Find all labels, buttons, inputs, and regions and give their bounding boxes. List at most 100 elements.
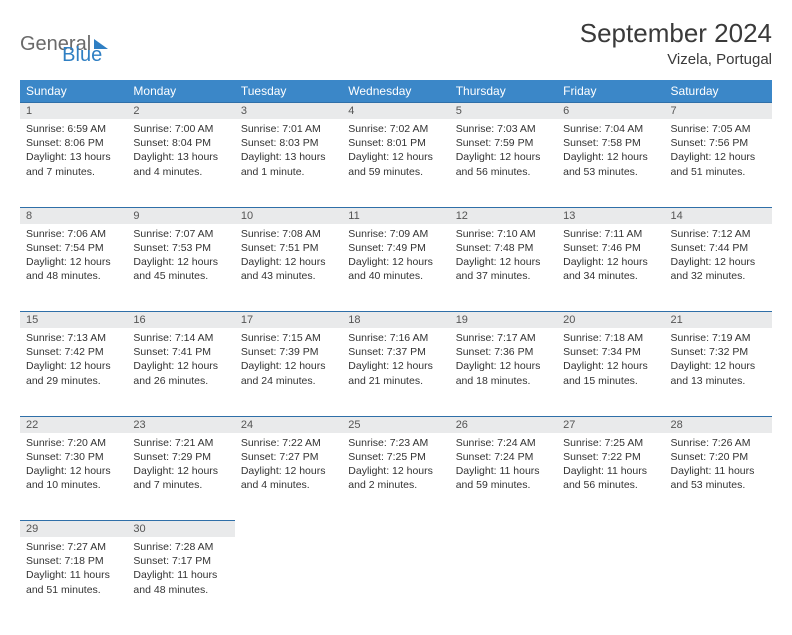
day-cell: Sunrise: 7:05 AMSunset: 7:56 PMDaylight:… <box>665 119 772 207</box>
day-number: 18 <box>348 314 360 326</box>
day-cell: Sunrise: 7:20 AMSunset: 7:30 PMDaylight:… <box>20 433 127 521</box>
day-content: Sunrise: 7:19 AMSunset: 7:32 PMDaylight:… <box>665 328 772 392</box>
day-content: Sunrise: 7:22 AMSunset: 7:27 PMDaylight:… <box>235 433 342 497</box>
day-number: 22 <box>26 419 38 431</box>
sunrise-text: Sunrise: 7:08 AM <box>241 227 336 241</box>
day-number: 9 <box>133 210 139 222</box>
day-number: 3 <box>241 105 247 117</box>
daylight-text: Daylight: 12 hours and 37 minutes. <box>456 255 551 283</box>
day-cell: Sunrise: 7:23 AMSunset: 7:25 PMDaylight:… <box>342 433 449 521</box>
weekday-header: Monday <box>127 80 234 103</box>
day-content <box>557 537 664 544</box>
day-cell: Sunrise: 7:21 AMSunset: 7:29 PMDaylight:… <box>127 433 234 521</box>
day-number-cell: 13 <box>557 207 664 224</box>
day-cell: Sunrise: 7:26 AMSunset: 7:20 PMDaylight:… <box>665 433 772 521</box>
daylight-text: Daylight: 12 hours and 21 minutes. <box>348 359 443 387</box>
sunset-text: Sunset: 7:27 PM <box>241 450 336 464</box>
day-number-cell: 2 <box>127 103 234 120</box>
sunset-text: Sunset: 7:46 PM <box>563 241 658 255</box>
sunrise-text: Sunrise: 7:20 AM <box>26 436 121 450</box>
sunrise-text: Sunrise: 7:12 AM <box>671 227 766 241</box>
daylight-text: Daylight: 11 hours and 51 minutes. <box>26 568 121 596</box>
sunset-text: Sunset: 7:53 PM <box>133 241 228 255</box>
day-cell: Sunrise: 7:04 AMSunset: 7:58 PMDaylight:… <box>557 119 664 207</box>
day-number-cell: 26 <box>450 416 557 433</box>
day-cell: Sunrise: 7:08 AMSunset: 7:51 PMDaylight:… <box>235 224 342 312</box>
day-content: Sunrise: 7:05 AMSunset: 7:56 PMDaylight:… <box>665 119 772 183</box>
sunrise-text: Sunrise: 7:18 AM <box>563 331 658 345</box>
day-cell: Sunrise: 7:03 AMSunset: 7:59 PMDaylight:… <box>450 119 557 207</box>
day-number-cell <box>665 521 772 538</box>
day-cell: Sunrise: 7:09 AMSunset: 7:49 PMDaylight:… <box>342 224 449 312</box>
weekday-header: Wednesday <box>342 80 449 103</box>
day-number: 6 <box>563 105 569 117</box>
daylight-text: Daylight: 11 hours and 56 minutes. <box>563 464 658 492</box>
sunrise-text: Sunrise: 7:04 AM <box>563 122 658 136</box>
day-number-row: 29 30 <box>20 521 772 538</box>
sunset-text: Sunset: 7:39 PM <box>241 345 336 359</box>
day-number-cell: 12 <box>450 207 557 224</box>
day-cell: Sunrise: 7:15 AMSunset: 7:39 PMDaylight:… <box>235 328 342 416</box>
day-number: 19 <box>456 314 468 326</box>
day-cell: Sunrise: 7:14 AMSunset: 7:41 PMDaylight:… <box>127 328 234 416</box>
day-number-cell: 3 <box>235 103 342 120</box>
day-number: 21 <box>671 314 683 326</box>
day-number-cell: 27 <box>557 416 664 433</box>
day-cell: Sunrise: 7:07 AMSunset: 7:53 PMDaylight:… <box>127 224 234 312</box>
day-content: Sunrise: 7:17 AMSunset: 7:36 PMDaylight:… <box>450 328 557 392</box>
day-number-cell: 29 <box>20 521 127 538</box>
day-number-cell: 24 <box>235 416 342 433</box>
sunrise-text: Sunrise: 7:11 AM <box>563 227 658 241</box>
daylight-text: Daylight: 12 hours and 18 minutes. <box>456 359 551 387</box>
week-row: Sunrise: 6:59 AMSunset: 8:06 PMDaylight:… <box>20 119 772 207</box>
daylight-text: Daylight: 12 hours and 2 minutes. <box>348 464 443 492</box>
weekday-header: Sunday <box>20 80 127 103</box>
day-number-cell: 30 <box>127 521 234 538</box>
daylight-text: Daylight: 13 hours and 4 minutes. <box>133 150 228 178</box>
daylight-text: Daylight: 12 hours and 48 minutes. <box>26 255 121 283</box>
daylight-text: Daylight: 13 hours and 7 minutes. <box>26 150 121 178</box>
day-number: 27 <box>563 419 575 431</box>
logo: General Blue <box>20 18 102 67</box>
sunset-text: Sunset: 7:54 PM <box>26 241 121 255</box>
day-content: Sunrise: 7:00 AMSunset: 8:04 PMDaylight:… <box>127 119 234 183</box>
day-number-cell: 21 <box>665 312 772 329</box>
sunrise-text: Sunrise: 7:06 AM <box>26 227 121 241</box>
sunrise-text: Sunrise: 7:09 AM <box>348 227 443 241</box>
sunset-text: Sunset: 7:41 PM <box>133 345 228 359</box>
day-cell: Sunrise: 7:17 AMSunset: 7:36 PMDaylight:… <box>450 328 557 416</box>
sunset-text: Sunset: 7:59 PM <box>456 136 551 150</box>
sunset-text: Sunset: 8:01 PM <box>348 136 443 150</box>
day-number-cell: 11 <box>342 207 449 224</box>
day-number: 16 <box>133 314 145 326</box>
sunrise-text: Sunrise: 7:10 AM <box>456 227 551 241</box>
day-cell: Sunrise: 7:16 AMSunset: 7:37 PMDaylight:… <box>342 328 449 416</box>
day-number-cell: 19 <box>450 312 557 329</box>
day-cell: Sunrise: 7:02 AMSunset: 8:01 PMDaylight:… <box>342 119 449 207</box>
sunrise-text: Sunrise: 7:17 AM <box>456 331 551 345</box>
day-number-cell: 10 <box>235 207 342 224</box>
day-number-cell: 9 <box>127 207 234 224</box>
sunrise-text: Sunrise: 7:16 AM <box>348 331 443 345</box>
sunrise-text: Sunrise: 7:26 AM <box>671 436 766 450</box>
weekday-header: Friday <box>557 80 664 103</box>
day-content: Sunrise: 7:06 AMSunset: 7:54 PMDaylight:… <box>20 224 127 288</box>
sunrise-text: Sunrise: 7:25 AM <box>563 436 658 450</box>
day-content: Sunrise: 7:26 AMSunset: 7:20 PMDaylight:… <box>665 433 772 497</box>
calendar-table: Sunday Monday Tuesday Wednesday Thursday… <box>20 80 772 625</box>
day-cell: Sunrise: 7:11 AMSunset: 7:46 PMDaylight:… <box>557 224 664 312</box>
day-number: 13 <box>563 210 575 222</box>
day-number: 5 <box>456 105 462 117</box>
day-number: 29 <box>26 523 38 535</box>
day-number-row: 15161718192021 <box>20 312 772 329</box>
sunrise-text: Sunrise: 7:05 AM <box>671 122 766 136</box>
day-number-cell: 16 <box>127 312 234 329</box>
daylight-text: Daylight: 12 hours and 53 minutes. <box>563 150 658 178</box>
day-number-cell: 14 <box>665 207 772 224</box>
day-number-cell: 22 <box>20 416 127 433</box>
day-content: Sunrise: 7:01 AMSunset: 8:03 PMDaylight:… <box>235 119 342 183</box>
day-number-cell: 4 <box>342 103 449 120</box>
sunrise-text: Sunrise: 7:15 AM <box>241 331 336 345</box>
sunset-text: Sunset: 7:37 PM <box>348 345 443 359</box>
day-number-cell: 23 <box>127 416 234 433</box>
